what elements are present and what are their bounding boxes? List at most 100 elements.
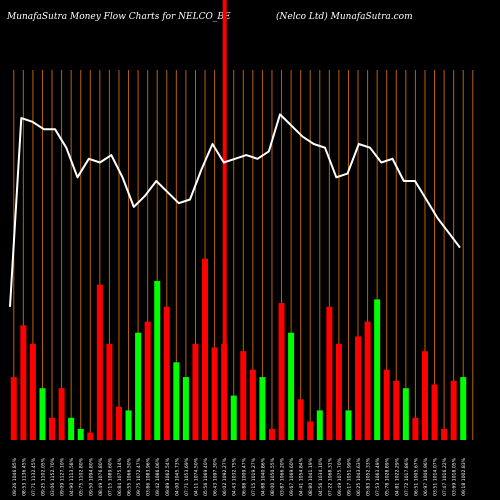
x-tick-label: 06:55 1066.50% — [127, 457, 133, 496]
bar — [421, 351, 428, 440]
bar — [77, 428, 84, 440]
bar — [58, 388, 65, 440]
bar — [68, 417, 75, 440]
bar — [10, 377, 17, 440]
bar — [431, 384, 438, 440]
bar — [307, 421, 314, 440]
bar — [163, 306, 170, 440]
x-tick-label: 03:86 1083.96% — [146, 457, 152, 496]
bar — [412, 417, 419, 440]
bar — [96, 284, 103, 440]
x-tick-label: 04:88 1040.86% — [260, 457, 266, 496]
bar — [125, 410, 132, 440]
bar — [249, 369, 256, 440]
x-tick-label: 04:90 1113.58% — [69, 457, 75, 496]
x-tick-label: 07:22 1068.31% — [327, 457, 333, 496]
bar — [268, 428, 275, 440]
bar — [460, 377, 467, 440]
bar — [144, 321, 151, 440]
x-tick-label: 04:81 1022.29% — [394, 457, 400, 496]
x-tick-label: 06:25 1043.63% — [356, 457, 362, 496]
bar — [29, 343, 36, 440]
x-tick-label: 06:88 1009.47% — [241, 457, 247, 496]
x-tick-label: 06:97 1006.96% — [423, 457, 429, 496]
bar — [154, 280, 161, 440]
bar — [192, 343, 199, 440]
bar — [20, 325, 27, 440]
bar — [364, 321, 371, 440]
bar — [221, 343, 228, 440]
bar — [355, 336, 362, 440]
x-tick-label: 04:11 1074.50% — [193, 457, 199, 496]
bar — [393, 380, 400, 440]
x-tick-label: 07:71 1053.69% — [184, 457, 190, 496]
bar — [402, 388, 409, 440]
x-tick-label: 09:26 1046.85% — [12, 457, 18, 496]
x-tick-label: 03:06 1152.70% — [50, 457, 56, 496]
x-tick-label: 09:89 1062.54% — [165, 457, 171, 496]
bar — [115, 406, 122, 440]
x-tick-label: 07:53 1063.49% — [375, 457, 381, 496]
x-tick-label: 05:75 1102.80% — [79, 457, 85, 496]
x-tick-label: 09:09 1127.10% — [60, 457, 66, 496]
x-tick-label: 07:72 1017.86% — [404, 457, 410, 496]
bar — [345, 410, 352, 440]
chart-subtitle: (Nelco Ltd) MunafaSutra.com — [276, 12, 413, 22]
bar — [278, 303, 285, 440]
bar — [202, 258, 209, 440]
x-tick-label: 09:42 1086.06% — [155, 457, 161, 496]
x-tick-label: 08:53 1136.45% — [21, 457, 27, 496]
bar — [259, 377, 266, 440]
bar — [182, 377, 189, 440]
x-tick-label: 06:84 1075.14% — [117, 457, 123, 496]
x-tick-label: 06:43 1097.30% — [213, 457, 219, 496]
x-tick-label: 06:51 1005.67% — [413, 457, 419, 496]
x-tick-label: 03:87 1066.20% — [280, 457, 286, 496]
x-tick-label: 05:78 1028.89% — [385, 457, 391, 496]
x-tick-label: 04:41 1054.84% — [299, 457, 305, 496]
bar — [106, 343, 113, 440]
bar — [288, 332, 295, 440]
x-tick-label: 09:75 1072.47% — [136, 457, 142, 496]
bar — [240, 351, 247, 440]
bar — [297, 399, 304, 440]
x-tick-label: 07:71 1132.45% — [31, 457, 37, 496]
bar — [230, 395, 237, 440]
x-tick-label: 09:25 1102.05% — [40, 457, 46, 496]
x-tick-label: 04:56 1034.10% — [318, 457, 324, 496]
x-tick-label: 09:18 1002.83% — [461, 457, 467, 496]
bar — [326, 306, 333, 440]
bar — [135, 332, 142, 440]
bar — [49, 417, 56, 440]
bar — [173, 362, 180, 440]
x-tick-label: 05:56 1069.40% — [203, 457, 209, 496]
bar — [211, 347, 218, 440]
x-tick-label: 03:51 1014.07% — [433, 457, 439, 496]
x-tick-label: 08:49 1076.80% — [98, 457, 104, 496]
bar — [39, 388, 46, 440]
x-tick-label: 07:15 1089.60% — [107, 457, 113, 496]
x-tick-label: 06:02 1092.27% — [222, 457, 228, 496]
x-tick-label: 07:47 1016.22% — [442, 457, 448, 496]
x-tick-label: 04:43 1032.75% — [232, 457, 238, 496]
bar — [335, 343, 342, 440]
x-tick-label: 08:00 1050.55% — [270, 457, 276, 496]
bar — [441, 428, 448, 440]
x-tick-label: 07:15 1019.27% — [251, 457, 257, 496]
bar — [383, 369, 390, 440]
x-tick-label: 08:80 1041.19% — [308, 457, 314, 496]
chart-title: MunafaSutra Money Flow Charts for NELCO_… — [7, 12, 231, 22]
money-flow-line — [9, 113, 461, 307]
bar — [316, 410, 323, 440]
x-tick-label: 09:50 1094.80% — [88, 457, 94, 496]
bar — [87, 432, 94, 440]
highlight-line — [222, 0, 227, 440]
x-tick-label: 04:00 1045.73% — [174, 457, 180, 496]
x-tick-label: 09:17 1051.99% — [346, 457, 352, 496]
x-tick-label: 05:83 1052.33% — [366, 457, 372, 496]
x-tick-label: 09:49 1075.70% — [337, 457, 343, 496]
bar — [450, 380, 457, 440]
x-tick-label: 09:67 1069.60% — [289, 457, 295, 496]
